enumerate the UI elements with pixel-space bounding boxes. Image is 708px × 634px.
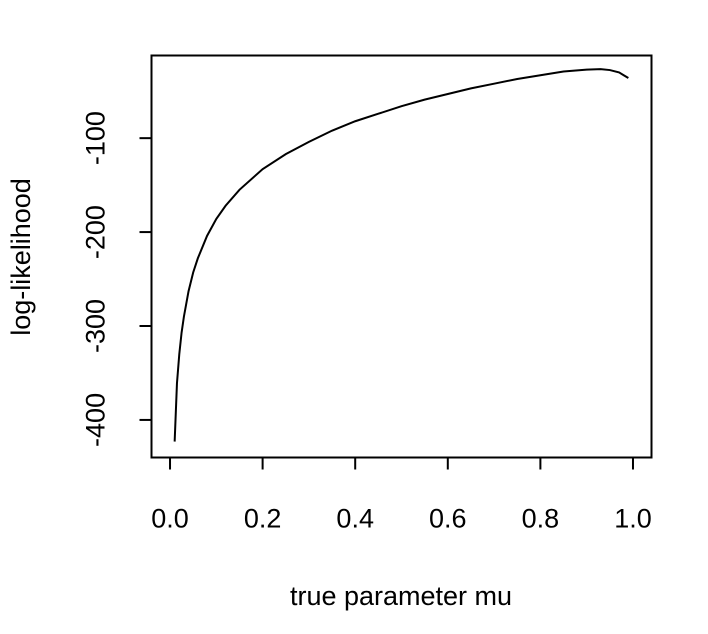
x-tick-label: 0.8 <box>522 504 560 534</box>
x-tick-label: 0.2 <box>244 504 282 534</box>
x-tick-label: 0.6 <box>429 504 467 534</box>
y-axis: -400 -300 -200 -100 <box>81 111 153 447</box>
y-tick-label: -300 <box>81 299 111 353</box>
x-tick-label: 0.4 <box>336 504 374 534</box>
x-tick-label: 0.0 <box>151 504 189 534</box>
y-axis-title: log-likelihood <box>6 178 36 336</box>
x-axis-title: true parameter mu <box>290 581 512 611</box>
plot-frame <box>150 54 653 459</box>
y-tick-label: -200 <box>81 205 111 259</box>
x-axis: 0.0 0.2 0.4 0.6 0.8 1.0 <box>151 456 652 534</box>
x-tick-label: 1.0 <box>614 504 652 534</box>
series-line-log-likelihood <box>173 68 629 442</box>
y-tick-label: -400 <box>81 393 111 447</box>
y-tick-label: -100 <box>81 111 111 165</box>
